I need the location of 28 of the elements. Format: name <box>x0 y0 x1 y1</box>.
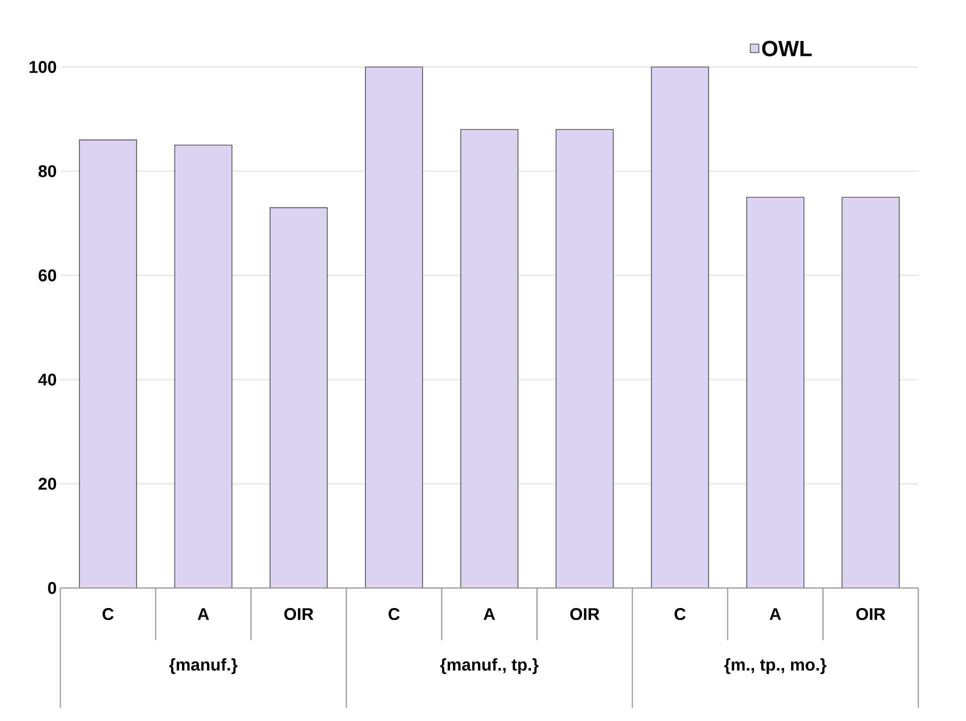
bar <box>746 196 804 588</box>
y-tick-label: 80 <box>38 165 56 178</box>
y-tick-label: 20 <box>38 478 56 490</box>
y-tick-label: 60 <box>38 269 56 282</box>
bar <box>460 129 518 588</box>
bar <box>842 196 900 588</box>
text: {m., tp., mo.} <box>724 658 826 674</box>
bar <box>79 140 137 588</box>
x-tick-label: C <box>674 608 686 620</box>
x-tick-label: A <box>770 608 781 620</box>
x-tick-label: A <box>484 608 495 620</box>
bar <box>270 207 328 588</box>
y-tick-label: 40 <box>38 374 56 386</box>
text: {manuf.} <box>169 658 238 674</box>
legend-label: OWL <box>762 40 812 56</box>
x-tick-label: C <box>102 608 114 620</box>
x-tick-label: OIR <box>570 608 600 620</box>
x-tick-label: A <box>198 608 209 620</box>
x-tick-label: OIR <box>284 608 314 620</box>
x-tick-label: C <box>388 608 400 620</box>
bar <box>651 66 709 588</box>
text: {manuf., tp.} <box>440 658 538 674</box>
x-tick-label: OIR <box>856 608 886 620</box>
bar <box>365 66 423 588</box>
y-tick-label: 0 <box>48 582 56 594</box>
bar <box>556 129 614 588</box>
bar <box>174 144 232 588</box>
y-tick-label: 100 <box>30 60 56 73</box>
